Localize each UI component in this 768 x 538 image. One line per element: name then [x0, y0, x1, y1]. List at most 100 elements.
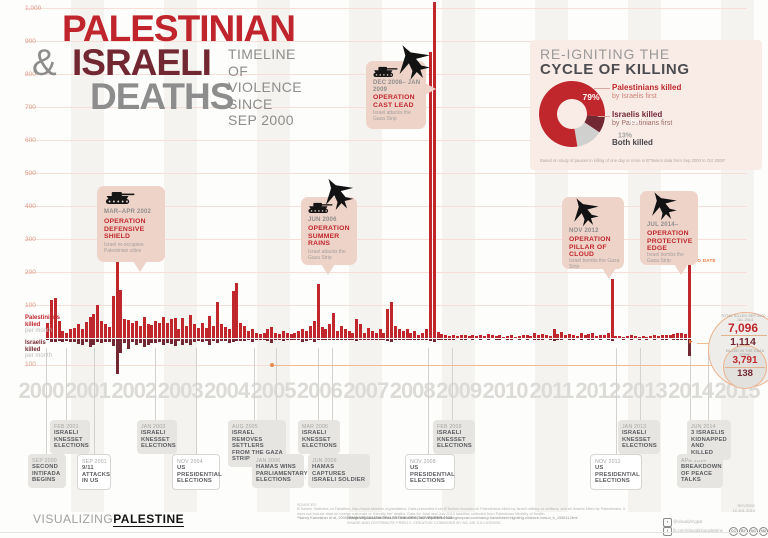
bar-palestinian	[571, 334, 575, 338]
bar-israeli	[556, 339, 560, 340]
bar-israeli	[254, 339, 258, 341]
event-connector	[640, 348, 641, 420]
bar-palestinian	[308, 326, 312, 338]
bar-israeli	[181, 339, 185, 345]
legend-israelis-killed: Israelis killed	[612, 110, 663, 119]
bar-israeli	[452, 339, 456, 340]
bar-israeli	[65, 339, 69, 341]
bar-palestinian	[351, 332, 355, 338]
bar-palestinian	[386, 308, 390, 338]
y-axis-label-400: 400	[25, 203, 36, 210]
year-label-2005: 2005	[250, 378, 297, 403]
bar-palestinian	[448, 336, 452, 338]
bar-israeli	[289, 339, 293, 341]
bar-palestinian	[401, 331, 405, 338]
operation-date: JUN 2006	[308, 217, 337, 223]
bar-palestinian	[629, 335, 633, 338]
bar-israeli	[131, 339, 135, 343]
event-date: JAN 2003	[141, 424, 166, 430]
bar-palestinian	[506, 336, 510, 338]
bar-israeli	[421, 339, 425, 340]
event-date: JAN 2013	[622, 424, 647, 430]
y-axis-label-200: 200	[25, 269, 36, 276]
event-label: US PRESIDENTIAL ELECTIONS	[595, 465, 640, 485]
bar-israeli	[610, 339, 614, 341]
operation-title: OPERATION CAST LEAD	[373, 94, 415, 109]
bar-palestinian	[231, 290, 235, 338]
bar-palestinian	[490, 335, 494, 338]
event-date: JAN 2006	[256, 458, 281, 464]
bar-israeli	[123, 339, 127, 344]
year-label-2001: 2001	[64, 378, 111, 403]
bar-palestinian	[482, 336, 486, 338]
israelis-gaza: 138	[737, 368, 753, 379]
bar-israeli	[401, 339, 405, 340]
bar-palestinian	[293, 332, 297, 338]
tank-icon	[105, 192, 135, 205]
bar-israeli	[258, 339, 262, 341]
bar-palestinian	[687, 264, 691, 338]
israelis-killed-label: Israelis killed per month	[25, 340, 61, 360]
legend-israelis-sub: by Palestinians first	[612, 120, 673, 127]
bar-palestinian	[285, 332, 289, 338]
bar-palestinian	[138, 326, 142, 338]
cc-badge-cc: CC	[729, 527, 738, 536]
event-date: AUG 2005	[232, 424, 258, 430]
bar-israeli	[177, 339, 181, 341]
bar-palestinian	[216, 302, 220, 338]
title-palestinian: PALESTINIAN	[62, 8, 296, 49]
legend-palestinians-killed: Palestinians killed	[612, 83, 682, 92]
donut-slice	[574, 122, 600, 147]
bar-palestinian	[517, 336, 521, 338]
bar-palestinian	[424, 329, 428, 338]
bar-palestinian	[247, 331, 251, 338]
bar-israeli	[579, 339, 583, 340]
operation-desc: Israel bombs the Gaza Strip	[647, 252, 684, 264]
bar-palestinian	[185, 326, 189, 338]
bar-israeli	[479, 339, 483, 340]
bar-israeli	[173, 339, 177, 347]
cycle-of-killing-panel: RE-IGNITING THE CYCLE OF KILLING 79% 8% …	[530, 40, 762, 170]
event-label: ISRAEL REMOVES SETTLERS FROM THE GAZA ST…	[232, 430, 283, 463]
event-card: MAR 2006 ISRAELI KNESSET ELECTIONS	[298, 420, 340, 454]
bar-palestinian	[104, 324, 107, 338]
bar-palestinian	[289, 334, 293, 338]
y-axis-label-1,000: 1,000	[25, 5, 42, 12]
bar-palestinian	[223, 327, 227, 338]
bar-palestinian	[312, 320, 316, 338]
bar-palestinian	[297, 330, 301, 338]
cc-badge-by: BY	[739, 527, 748, 536]
bar-palestinian	[53, 298, 57, 338]
donut-chart	[539, 81, 605, 147]
gaza-rule	[725, 367, 765, 368]
bar-israeli	[471, 339, 475, 340]
donut-slice	[584, 115, 605, 133]
bar-palestinian	[475, 336, 479, 338]
sources-line1: B'Tselem Statistics on Fatalities, http:…	[297, 507, 626, 516]
bar-palestinian	[324, 329, 328, 338]
bar-palestinian	[610, 278, 614, 338]
bar-israeli	[390, 339, 394, 342]
bar-palestinian	[548, 336, 552, 338]
bar-palestinian	[417, 334, 421, 338]
bar-palestinian	[409, 332, 413, 338]
bar-israeli	[347, 339, 351, 340]
bar-palestinian	[266, 329, 270, 338]
bar-palestinian	[463, 334, 467, 338]
bar-palestinian	[680, 333, 684, 338]
bar-palestinian	[100, 320, 104, 338]
tank-icon	[308, 202, 333, 214]
bar-israeli	[413, 339, 417, 340]
bar-israeli	[96, 339, 100, 343]
bar-palestinian	[459, 335, 463, 338]
bar-israeli	[146, 339, 150, 345]
event-card: SEP 2001 9/11 ATTACKS IN US	[77, 454, 111, 490]
bar-palestinian	[432, 2, 436, 338]
bar-palestinian	[513, 336, 517, 338]
bar-israeli	[533, 339, 537, 340]
bar-israeli	[653, 339, 657, 340]
bar-palestinian	[239, 322, 243, 338]
bar-israeli	[61, 339, 65, 342]
bar-palestinian	[88, 317, 92, 338]
gridline-100	[25, 305, 747, 306]
